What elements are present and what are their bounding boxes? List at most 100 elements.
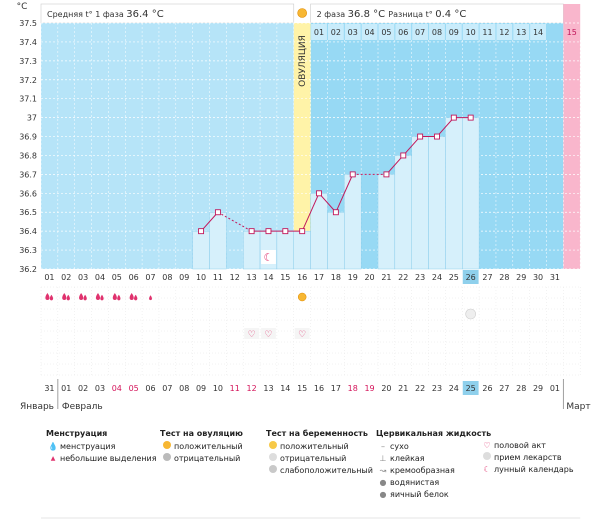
test-negative-icon (266, 453, 280, 465)
legend-title: Менструация (46, 429, 108, 438)
temperature-point (383, 171, 390, 178)
legend-item: половой акт (494, 441, 546, 450)
temperature-line-segment (335, 174, 354, 213)
temperature-point (299, 228, 306, 235)
temperature-line-segment (318, 192, 337, 213)
phase2-day-cell (378, 24, 395, 40)
calendar-date: 06 (145, 384, 155, 393)
phase2-day-number: 02 (331, 28, 341, 37)
test-positive-icon (266, 441, 280, 453)
test-weak-icon (266, 465, 280, 477)
legend-menstruation: Менструация 💧 менструация ▲ небольшие выде… (46, 428, 157, 465)
y-tick-label: 36.9 (19, 133, 37, 142)
event-cell (294, 328, 310, 339)
legend-item: водянистая (390, 478, 440, 487)
x-tick-label: 12 (230, 273, 240, 282)
calendar-date: 12 (247, 384, 257, 393)
x-tick-label: 05 (112, 273, 122, 282)
lunar-cell (261, 250, 276, 264)
legend-title: Тест на овуляцию (160, 429, 243, 438)
drop-icon (112, 293, 117, 300)
legend-item: клейкая (390, 454, 425, 463)
legend-item: лунный календарь (494, 465, 574, 474)
y-tick-label: 36.5 (19, 208, 37, 217)
next-cycle-column (563, 4, 581, 269)
y-tick-label: 37.2 (19, 76, 37, 85)
current-day-highlight (462, 270, 479, 284)
calendar-date: 03 (95, 384, 105, 393)
phase2-day-number: 04 (364, 28, 374, 37)
x-tick-label: 03 (78, 273, 88, 282)
temperature-point (248, 228, 255, 235)
drop-icon (83, 294, 87, 301)
legend-item: кремообразная (390, 466, 455, 475)
legend-item: положительный (280, 442, 349, 451)
x-tick-label: 10 (196, 273, 206, 282)
x-tick-label: 23 (415, 273, 425, 282)
creamy-icon: ↝ (379, 466, 387, 475)
x-tick-label: 19 (348, 273, 358, 282)
calendar-date: 10 (213, 384, 223, 393)
sticky-icon: ⊥ (379, 454, 387, 463)
legend-cervical: Цервикальная жидкость – сухо ⊥ клейкая ↝ кр… (376, 428, 491, 501)
y-tick-label: 36.4 (19, 227, 37, 236)
x-tick-label: 26 (466, 273, 476, 282)
temperature-point (467, 114, 474, 121)
heart-icon: ♡ (483, 441, 491, 450)
x-tick-label: 25 (449, 273, 459, 282)
calendar-date: 14 (280, 384, 290, 393)
x-tick-label: 18 (331, 273, 341, 282)
phase2-day-cell (327, 24, 344, 40)
calendar-date: 15 (297, 384, 307, 393)
legend-item: слабоположительный (280, 466, 373, 475)
calendar-date: 01 (550, 384, 560, 393)
drop-icon (129, 293, 134, 300)
phase2-day-number: 14 (533, 28, 543, 37)
temperature-point (282, 228, 289, 235)
phase2-day-cell (344, 24, 361, 40)
sun-negative-icon (160, 453, 174, 465)
phase2-day-number: 10 (466, 28, 476, 37)
y-tick-label: 37.3 (19, 57, 37, 66)
phase2-day-number: 09 (449, 28, 459, 37)
phase2-day-number: 11 (482, 28, 492, 37)
temperature-point (214, 209, 221, 216)
month-label: Март (566, 402, 590, 412)
phase2-day-number: 06 (398, 28, 408, 37)
legend-item: сухо (390, 442, 409, 451)
phase2-day-cell (496, 24, 513, 40)
next-cycle-day-number: 15 (567, 28, 577, 37)
x-tick-label: 15 (280, 273, 290, 282)
legend-title: Тест на беременность (266, 429, 368, 438)
temperature-bar (445, 117, 463, 270)
calendar-date: 04 (112, 384, 122, 393)
x-tick-label: 11 (213, 273, 223, 282)
temperature-bar (242, 230, 261, 270)
heart-icon: ♡ (298, 330, 306, 340)
drop-icon (62, 293, 67, 300)
phase2-day-cell (462, 24, 479, 40)
small-drop-icon: ▲ (50, 455, 56, 462)
y-tick-label: 37 (27, 114, 37, 123)
calendar-date: 20 (381, 384, 391, 393)
legend-ovulation-test: Тест на овуляцию положительный отрицател… (160, 428, 243, 465)
y-tick-label: 36.7 (19, 170, 37, 179)
phase2-day-number: 07 (415, 28, 425, 37)
temperature-point (265, 228, 272, 235)
temperature-line-segment (436, 117, 455, 137)
x-tick-label: 20 (364, 273, 374, 282)
temperature-point (332, 209, 339, 216)
calendar-date: 26 (482, 384, 492, 393)
temperature-point (417, 133, 424, 140)
legend-item: менструация (60, 442, 116, 451)
event-cell (244, 328, 260, 339)
calendar-date: 31 (44, 384, 54, 393)
legend-pregnancy-test: Тест на беременность положительный отриц… (266, 428, 373, 477)
calendar-date: 16 (314, 384, 324, 393)
phase2-day-cell (479, 24, 496, 40)
legend-item: отрицательный (174, 454, 241, 463)
calendar-date: 22 (415, 384, 425, 393)
ovulation-sun-icon (297, 8, 307, 18)
phase2-day-cell (530, 24, 546, 40)
x-tick-label: 27 (482, 273, 492, 282)
